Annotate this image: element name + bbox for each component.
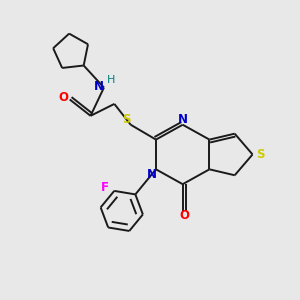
Text: O: O xyxy=(179,209,189,223)
Text: O: O xyxy=(58,92,68,104)
Text: N: N xyxy=(178,113,188,126)
Text: S: S xyxy=(122,113,130,126)
Text: H: H xyxy=(107,75,116,85)
Text: F: F xyxy=(101,182,109,194)
Text: S: S xyxy=(256,148,264,161)
Text: N: N xyxy=(94,80,103,93)
Text: N: N xyxy=(146,168,157,181)
